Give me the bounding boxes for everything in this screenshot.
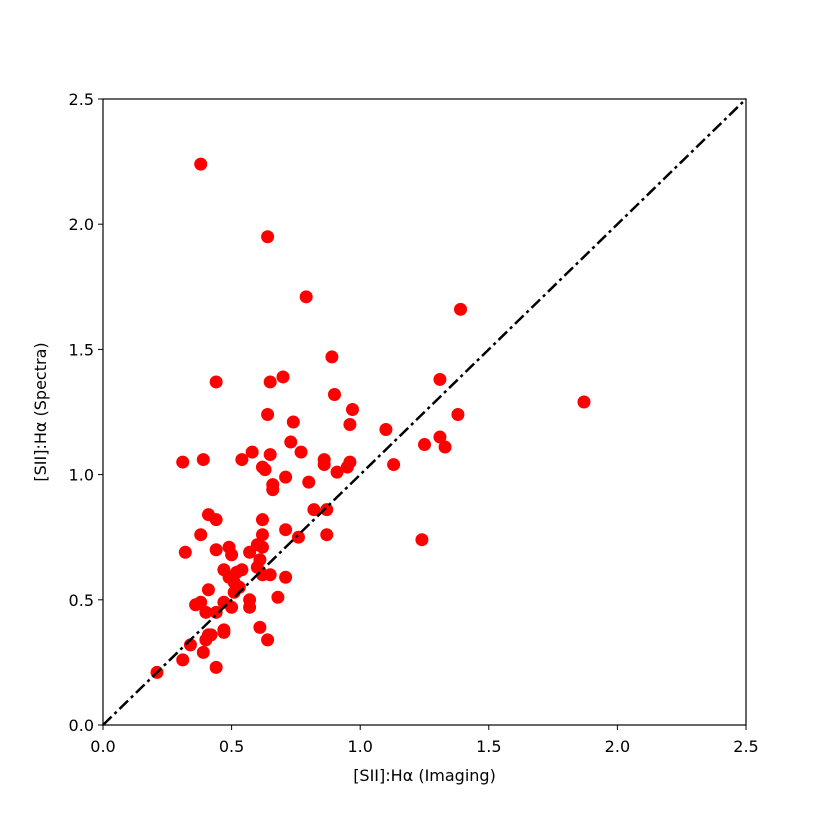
point bbox=[345, 402, 359, 416]
point bbox=[279, 523, 293, 537]
point bbox=[176, 455, 190, 469]
point bbox=[317, 458, 331, 472]
point bbox=[263, 448, 277, 462]
point bbox=[209, 513, 223, 527]
x-tick-label: 0.5 bbox=[219, 737, 244, 756]
point bbox=[379, 423, 393, 437]
point bbox=[271, 590, 285, 604]
point bbox=[325, 350, 339, 364]
point bbox=[330, 465, 344, 479]
x-tick-label: 1.0 bbox=[347, 737, 372, 756]
point bbox=[178, 545, 192, 559]
point bbox=[340, 460, 354, 474]
point bbox=[263, 375, 277, 389]
point bbox=[201, 583, 215, 597]
point bbox=[194, 528, 208, 542]
point bbox=[307, 503, 321, 517]
point bbox=[451, 408, 465, 422]
point bbox=[245, 445, 259, 459]
point bbox=[320, 528, 334, 542]
point bbox=[577, 395, 591, 409]
point bbox=[194, 157, 208, 171]
point bbox=[196, 453, 210, 467]
point bbox=[433, 372, 447, 386]
point bbox=[302, 475, 316, 489]
x-tick-label: 2.0 bbox=[605, 737, 630, 756]
y-tick-label: 0.5 bbox=[69, 591, 94, 610]
point bbox=[294, 445, 308, 459]
point bbox=[243, 600, 257, 614]
y-tick-label: 1.0 bbox=[69, 466, 94, 485]
y-tick-label: 0.0 bbox=[69, 716, 94, 735]
plot-frame bbox=[102, 98, 747, 726]
point bbox=[209, 660, 223, 674]
point bbox=[255, 513, 269, 527]
point bbox=[263, 568, 277, 582]
point bbox=[209, 375, 223, 389]
point bbox=[235, 453, 249, 467]
y-tick-label: 2.0 bbox=[69, 215, 94, 234]
point bbox=[255, 528, 269, 542]
point bbox=[199, 633, 213, 647]
point bbox=[320, 503, 334, 517]
point bbox=[454, 302, 468, 316]
point bbox=[279, 470, 293, 484]
point bbox=[261, 408, 275, 422]
x-tick-label: 0.0 bbox=[90, 737, 115, 756]
point bbox=[196, 645, 210, 659]
point bbox=[276, 370, 290, 384]
point bbox=[433, 430, 447, 444]
x-tick-label: 2.5 bbox=[733, 737, 758, 756]
point bbox=[299, 290, 313, 304]
point bbox=[194, 595, 208, 609]
point bbox=[327, 387, 341, 401]
point bbox=[286, 415, 300, 429]
y-tick-label: 2.5 bbox=[69, 90, 94, 109]
point bbox=[209, 543, 223, 557]
point bbox=[243, 545, 257, 559]
point bbox=[261, 230, 275, 244]
point bbox=[279, 570, 293, 584]
point bbox=[199, 605, 213, 619]
point bbox=[253, 620, 267, 634]
y-tick-label: 1.5 bbox=[69, 340, 94, 359]
point bbox=[438, 440, 452, 454]
point bbox=[343, 418, 357, 432]
point bbox=[387, 458, 401, 472]
point bbox=[225, 600, 239, 614]
x-tick-label: 1.5 bbox=[476, 737, 501, 756]
point bbox=[217, 625, 231, 639]
point bbox=[291, 530, 305, 544]
identity-line bbox=[102, 98, 747, 726]
point bbox=[258, 463, 272, 477]
point bbox=[415, 533, 429, 547]
point bbox=[209, 605, 223, 619]
point bbox=[284, 435, 298, 449]
point bbox=[225, 548, 239, 562]
y-axis-label: [SII]:Hα (Spectra) bbox=[31, 342, 50, 481]
point bbox=[418, 438, 431, 452]
point bbox=[266, 483, 280, 497]
point bbox=[176, 653, 190, 667]
point bbox=[261, 633, 275, 647]
x-axis-label: [SII]:Hα (Imaging) bbox=[353, 766, 496, 785]
